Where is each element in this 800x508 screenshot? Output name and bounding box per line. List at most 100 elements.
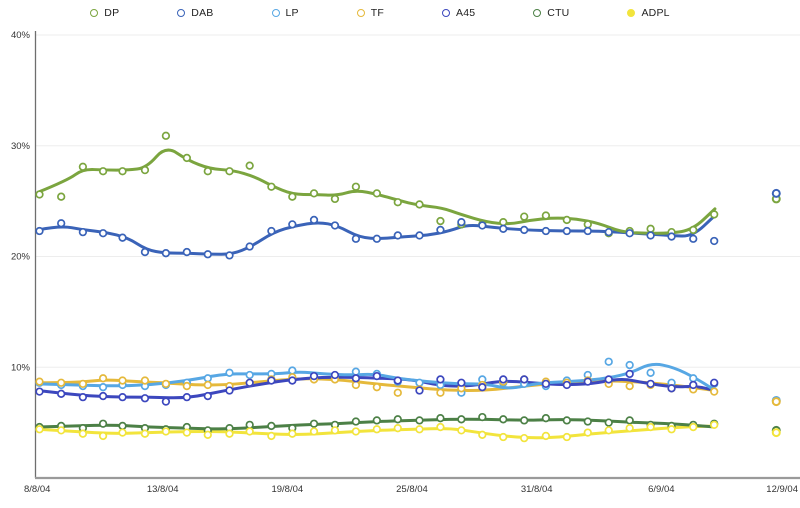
- survey-point-dp: [436, 216, 445, 226]
- survey-point-dab: [330, 221, 340, 230]
- survey-point-dp: [351, 182, 361, 191]
- lp-marker-icon: [271, 9, 280, 17]
- survey-point-lp: [203, 374, 212, 383]
- survey-point-ctu: [604, 418, 613, 427]
- survey-point-tf: [710, 387, 719, 396]
- survey-point-a45: [225, 386, 234, 395]
- survey-point-a45: [309, 371, 319, 381]
- survey-point-dp: [140, 165, 150, 175]
- survey-point-a45: [57, 389, 66, 398]
- x-tick-label: 12/9/04: [766, 484, 798, 495]
- survey-point-dab: [288, 220, 297, 229]
- legend-label: DAB: [191, 7, 214, 19]
- survey-point-dab: [267, 226, 276, 236]
- survey-point-dab: [393, 231, 402, 240]
- survey-point-dp: [203, 167, 212, 176]
- legend-item-ctu: CTU: [533, 7, 569, 19]
- survey-point-adpl: [478, 430, 487, 439]
- survey-point-a45: [330, 370, 340, 380]
- survey-point-adpl: [393, 424, 402, 433]
- survey-point-adpl: [225, 429, 234, 438]
- survey-point-dp: [182, 153, 192, 163]
- legend-label: DP: [104, 7, 120, 19]
- survey-point-adpl: [203, 430, 212, 439]
- survey-point-adpl: [604, 426, 613, 435]
- survey-point-a45: [288, 376, 297, 385]
- survey-point-adpl: [35, 425, 44, 434]
- survey-point-dab: [457, 218, 466, 227]
- survey-point-ctu: [541, 414, 551, 423]
- survey-point-ctu: [393, 415, 402, 424]
- survey-point-a45: [98, 391, 108, 401]
- survey-point-dab: [583, 226, 592, 236]
- survey-point-ctu: [457, 415, 466, 424]
- survey-point-ctu: [98, 419, 108, 428]
- survey-point-dp: [710, 210, 719, 219]
- survey-point-dab: [140, 247, 150, 257]
- survey-point-dp: [562, 215, 571, 225]
- tf-marker-icon: [356, 9, 365, 17]
- survey-point-dp: [393, 198, 402, 207]
- survey-point-adpl: [78, 429, 88, 438]
- legend-item-a45: A45: [441, 7, 476, 19]
- adpl-marker-icon: [627, 9, 636, 17]
- survey-point-dab: [415, 231, 424, 240]
- survey-point-dab: [478, 221, 487, 230]
- survey-point-tf: [182, 381, 192, 391]
- survey-point-dab: [689, 234, 698, 243]
- survey-point-dab: [541, 226, 551, 236]
- legend: DP DAB LP TF A45 CTU ADPL: [0, 7, 760, 19]
- y-tick-label: 10%: [11, 362, 31, 373]
- survey-point-dab: [520, 225, 529, 235]
- survey-point-a45: [140, 394, 150, 403]
- survey-point-adpl: [457, 426, 466, 435]
- survey-point-a45: [182, 393, 192, 402]
- survey-point-ctu: [351, 417, 361, 426]
- result-point-adpl: [771, 428, 781, 438]
- survey-point-lp: [646, 368, 655, 377]
- survey-point-adpl: [689, 422, 698, 432]
- ctu-marker-icon: [533, 9, 542, 17]
- survey-point-adpl: [436, 422, 445, 432]
- survey-point-ctu: [499, 415, 508, 424]
- survey-point-lp: [245, 370, 254, 380]
- survey-point-a45: [161, 397, 171, 406]
- result-point-tf: [771, 397, 781, 407]
- survey-point-dab: [436, 225, 445, 235]
- dab-marker-icon: [177, 9, 186, 17]
- survey-point-ctu: [118, 421, 127, 431]
- survey-point-a45: [583, 377, 592, 386]
- survey-point-ctu: [245, 420, 254, 429]
- survey-point-lp: [415, 378, 424, 387]
- y-tick-label: 40%: [11, 30, 31, 41]
- survey-point-tf: [393, 388, 402, 397]
- survey-point-dab: [225, 251, 234, 260]
- legend-label: CTU: [547, 7, 570, 19]
- survey-point-adpl: [267, 431, 276, 441]
- survey-point-adpl: [583, 428, 592, 437]
- survey-point-adpl: [562, 432, 571, 442]
- survey-point-a45: [689, 380, 698, 390]
- dp-marker-icon: [90, 9, 99, 17]
- survey-point-dab: [118, 233, 127, 242]
- survey-point-adpl: [98, 431, 108, 441]
- survey-point-dp: [245, 161, 254, 170]
- legend-label: A45: [455, 7, 476, 19]
- survey-point-dab: [499, 224, 508, 233]
- y-tick-label: 20%: [11, 252, 31, 263]
- legend-label: ADPL: [641, 7, 670, 19]
- result-point-dab: [771, 188, 781, 198]
- survey-point-a45: [245, 378, 254, 387]
- survey-point-a45: [499, 375, 508, 384]
- legend-item-adpl: ADPL: [627, 7, 670, 19]
- survey-point-tf: [78, 379, 88, 389]
- survey-point-dab: [245, 242, 254, 251]
- survey-point-dp: [689, 225, 698, 235]
- x-tick-label: 25/8/04: [396, 484, 428, 495]
- legend-item-dab: DAB: [177, 7, 213, 19]
- survey-point-a45: [541, 379, 551, 389]
- survey-point-a45: [520, 375, 529, 384]
- survey-point-adpl: [541, 431, 551, 441]
- survey-point-a45: [457, 378, 466, 387]
